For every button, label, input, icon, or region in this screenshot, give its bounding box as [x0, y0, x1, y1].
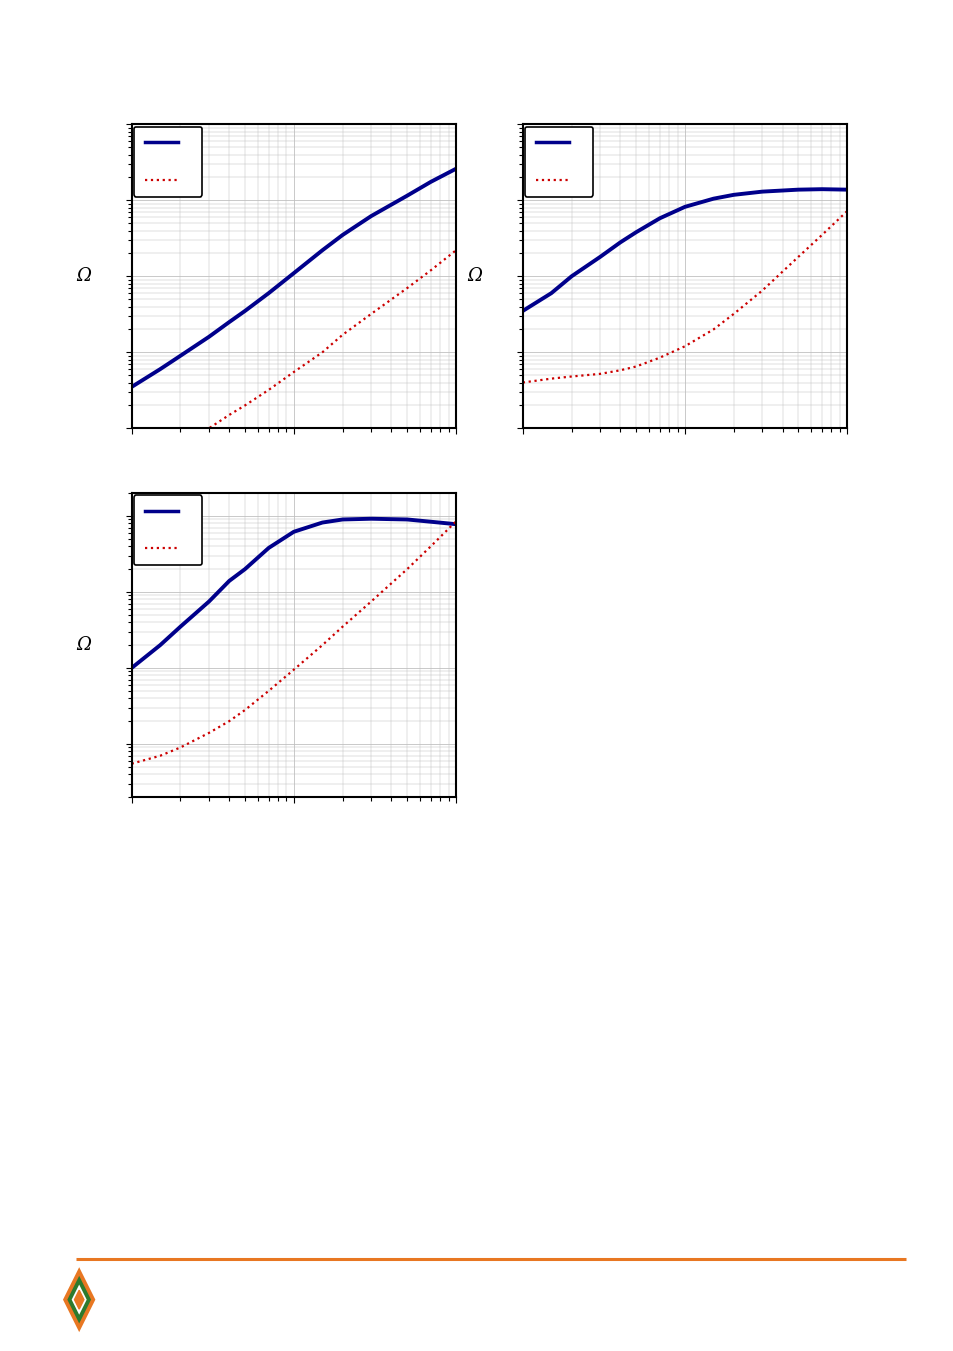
Legend:  ,  : ,: [524, 127, 593, 196]
Legend:  ,  : ,: [133, 496, 202, 565]
Legend:  ,  : ,: [133, 127, 202, 196]
Text: Ω: Ω: [76, 636, 91, 654]
Text: Ω: Ω: [76, 267, 91, 285]
Text: Ω: Ω: [467, 267, 482, 285]
